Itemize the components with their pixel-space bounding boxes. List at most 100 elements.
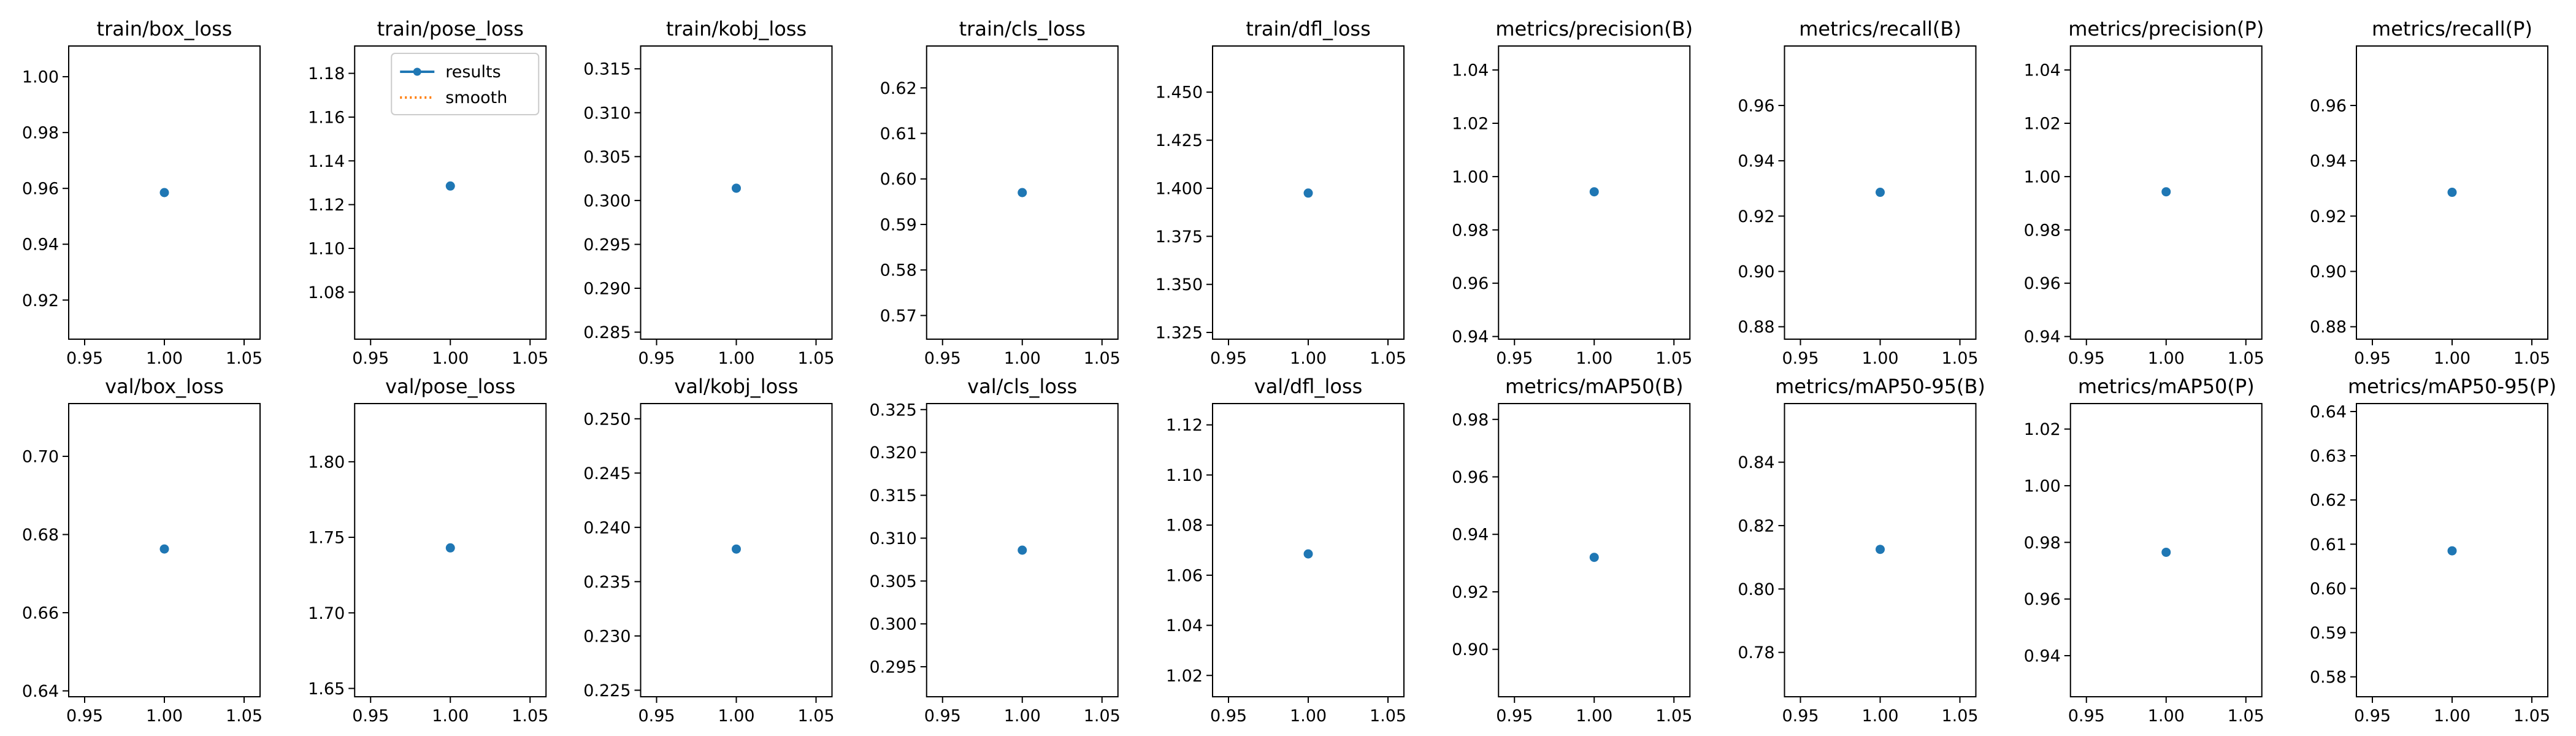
panel-metrics-map50-95-b-axes-frame	[1784, 403, 1977, 697]
panel-val-dfl-loss-data-point	[1303, 549, 1313, 559]
panel-metrics-precision-p-data-point	[2161, 187, 2171, 197]
panel-val-box-loss-ytick-label: 0.68	[22, 526, 59, 545]
panel-train-dfl-loss-ytick-label: 1.425	[1156, 131, 1203, 150]
panel-metrics-map50-95-p-ytick-label: 0.58	[2310, 668, 2347, 687]
panel-val-kobj-loss-ytick-label: 0.240	[583, 518, 631, 537]
panel-val-kobj-loss-xtick-label: 1.05	[797, 707, 834, 726]
panel-val-box-loss-xtick-label: 0.95	[66, 707, 103, 726]
panel-metrics-recall-b-ytick-label: 0.90	[1738, 263, 1774, 282]
panel-train-pose-loss-ytick-label: 1.12	[308, 196, 345, 215]
panel-train-box-loss: train/box_loss 0.95 1.00 1.05 0.92 0.94 0.96 0.…	[22, 17, 263, 368]
panel-val-box-loss: val/box_loss 0.95 1.00 1.05 0.64 0.66 0.68 0.70	[22, 375, 263, 726]
panel-metrics-precision-p-xtick-label: 1.00	[2148, 349, 2185, 368]
panel-val-box-loss-axes-frame	[68, 403, 261, 697]
panel-train-dfl-loss-data-point	[1303, 188, 1313, 198]
panel-train-pose-loss-ytick-label: 1.16	[308, 108, 345, 127]
panel-train-box-loss-ytick-label: 0.94	[22, 236, 59, 255]
panel-train-kobj-loss-ytick-label: 0.285	[583, 323, 631, 342]
panel-val-cls-loss-xtick-label: 1.00	[1004, 707, 1041, 726]
panel-metrics-map50-95-b-xtick-label: 0.95	[1782, 707, 1819, 726]
panel-val-dfl-loss-ytick-label: 1.10	[1166, 466, 1203, 485]
panel-val-pose-loss-axes-frame	[354, 403, 547, 697]
panel-train-box-loss-xtick-label: 1.05	[226, 349, 263, 368]
panel-metrics-map50-p-data-point	[2161, 547, 2171, 557]
panel-train-kobj-loss-ytick-label: 0.315	[583, 60, 631, 79]
panel-train-kobj-loss-data-point	[732, 183, 741, 193]
panel-val-dfl-loss-ytick-label: 1.04	[1166, 616, 1203, 635]
panel-train-cls-loss-ytick-label: 0.58	[880, 261, 917, 280]
panel-metrics-precision-b: metrics/precision(B) 0.95 1.00 1.05 0.94 0.96…	[1452, 17, 1693, 368]
panel-metrics-map50-b-xtick-label: 1.00	[1576, 707, 1612, 726]
panel-val-dfl-loss-axes-frame	[1212, 403, 1405, 697]
legend-label-results: results	[445, 63, 500, 82]
panel-train-dfl-loss-ytick-label: 1.450	[1156, 83, 1203, 102]
panel-val-box-loss-ytick-label: 0.66	[22, 604, 59, 623]
panel-train-kobj-loss-ytick-label: 0.310	[583, 104, 631, 123]
panel-metrics-map50-b-ytick-label: 0.96	[1452, 468, 1489, 487]
panel-val-cls-loss-axes-frame	[926, 403, 1119, 697]
panel-metrics-precision-p-ytick-label: 0.96	[2024, 274, 2061, 293]
panel-train-pose-loss-xtick-label: 1.05	[512, 349, 548, 368]
panel-metrics-precision-b-xtick-label: 1.00	[1576, 349, 1612, 368]
panel-metrics-map50-p-axes-frame	[2069, 403, 2263, 697]
panel-train-pose-loss-title: train/pose_loss	[377, 17, 524, 40]
panel-metrics-recall-b-ytick-label: 0.88	[1738, 318, 1774, 337]
panel-val-dfl-loss-ytick-label: 1.08	[1166, 516, 1203, 535]
panel-metrics-map50-95-b-title: metrics/mAP50-95(B)	[1775, 375, 1985, 398]
panel-metrics-recall-p: metrics/recall(P) 0.95 1.00 1.05 0.88 0.90 0.9…	[2310, 17, 2550, 368]
panel-train-cls-loss: train/cls_loss 0.95 1.00 1.05 0.57 0.58 0.59 0.…	[880, 17, 1121, 368]
panel-metrics-map50-p-xtick-label: 1.00	[2148, 707, 2185, 726]
panel-train-kobj-loss-title: train/kobj_loss	[666, 17, 807, 40]
panel-train-box-loss-ytick-label: 0.98	[22, 124, 59, 143]
panel-metrics-precision-b-ytick-label: 0.98	[1452, 221, 1489, 240]
panel-metrics-recall-p-title: metrics/recall(P)	[2372, 17, 2532, 40]
panel-val-cls-loss-ytick-label: 0.315	[869, 486, 916, 505]
panel-val-dfl-loss: val/dfl_loss 0.95 1.00 1.05 1.02 1.04 1.06 1.08…	[1166, 375, 1406, 726]
panel-train-box-loss-xtick-label: 1.00	[146, 349, 183, 368]
panel-metrics-map50-95-p-ytick-label: 0.59	[2310, 624, 2347, 643]
legend: results smooth	[391, 53, 540, 115]
panel-metrics-recall-b-data-point	[1876, 188, 1885, 197]
panel-val-box-loss-data-point	[159, 544, 169, 554]
panel-train-pose-loss-ytick-label: 1.14	[308, 152, 345, 171]
panel-train-cls-loss-ytick-label: 0.60	[880, 170, 917, 189]
panel-metrics-recall-p-ytick-label: 0.88	[2310, 318, 2347, 337]
panel-val-pose-loss: val/pose_loss 0.95 1.00 1.05 1.65 1.70 1.75 1.8…	[308, 375, 548, 726]
panel-metrics-map50-95-b-xtick-label: 1.05	[1941, 707, 1978, 726]
panel-train-pose-loss: train/pose_loss 0.95 1.00 1.05 1.08 1.10 1.12 1…	[308, 17, 548, 368]
legend-results-marker	[413, 67, 421, 76]
panel-val-dfl-loss-xtick-label: 1.00	[1290, 707, 1327, 726]
panel-train-dfl-loss-axes-frame	[1212, 45, 1405, 340]
panel-metrics-map50-95-p-data-point	[2447, 546, 2457, 556]
panel-val-pose-loss-data-point	[445, 543, 455, 553]
panel-val-box-loss-xtick-label: 1.05	[226, 707, 263, 726]
panel-metrics-precision-b-title: metrics/precision(B)	[1495, 17, 1693, 40]
panel-val-cls-loss-title: val/cls_loss	[967, 375, 1077, 398]
panel-metrics-precision-b-ytick-label: 0.94	[1452, 328, 1489, 347]
panel-metrics-precision-b-data-point	[1589, 187, 1599, 197]
panel-metrics-recall-p-ytick-label: 0.94	[2310, 152, 2347, 171]
panel-metrics-precision-p-ytick-label: 1.04	[2024, 61, 2061, 80]
panel-metrics-precision-b-xtick-label: 1.05	[1655, 349, 1692, 368]
panel-metrics-map50-95-p-axes-frame	[2356, 403, 2548, 697]
panel-val-cls-loss-data-point	[1018, 545, 1027, 555]
panel-metrics-map50-95-b-ytick-label: 0.78	[1738, 643, 1774, 662]
panel-metrics-precision-p: metrics/precision(P) 0.95 1.00 1.05 0.94 0.96…	[2024, 17, 2264, 368]
panel-metrics-recall-p-ytick-label: 0.96	[2310, 96, 2347, 115]
panel-metrics-map50-b-axes-frame	[1498, 403, 1691, 697]
panel-metrics-map50-p-title: metrics/mAP50(P)	[2078, 375, 2255, 398]
panel-train-kobj-loss: train/kobj_loss 0.95 1.00 1.05 0.285 0.290 0.2…	[583, 17, 834, 368]
panel-val-cls-loss-xtick-label: 0.95	[924, 707, 961, 726]
panel-val-kobj-loss-xtick-label: 1.00	[718, 707, 754, 726]
panel-train-cls-loss-axes-frame	[926, 45, 1119, 340]
panel-val-kobj-loss-title: val/kobj_loss	[674, 375, 798, 398]
panel-metrics-recall-b-ytick-label: 0.94	[1738, 152, 1774, 171]
panel-val-box-loss-title: val/box_loss	[105, 375, 224, 398]
panel-train-kobj-loss-xtick-label: 1.00	[718, 349, 754, 368]
panel-metrics-precision-p-ytick-label: 1.00	[2024, 167, 2061, 186]
panel-metrics-recall-b-ytick-label: 0.92	[1738, 207, 1774, 226]
panel-val-kobj-loss: val/kobj_loss 0.95 1.00 1.05 0.225 0.230 0.235…	[583, 375, 834, 726]
panel-train-box-loss-ytick-label: 0.96	[22, 180, 59, 199]
panel-val-cls-loss-ytick-label: 0.295	[869, 658, 916, 677]
panel-train-pose-loss-xtick-label: 0.95	[352, 349, 389, 368]
